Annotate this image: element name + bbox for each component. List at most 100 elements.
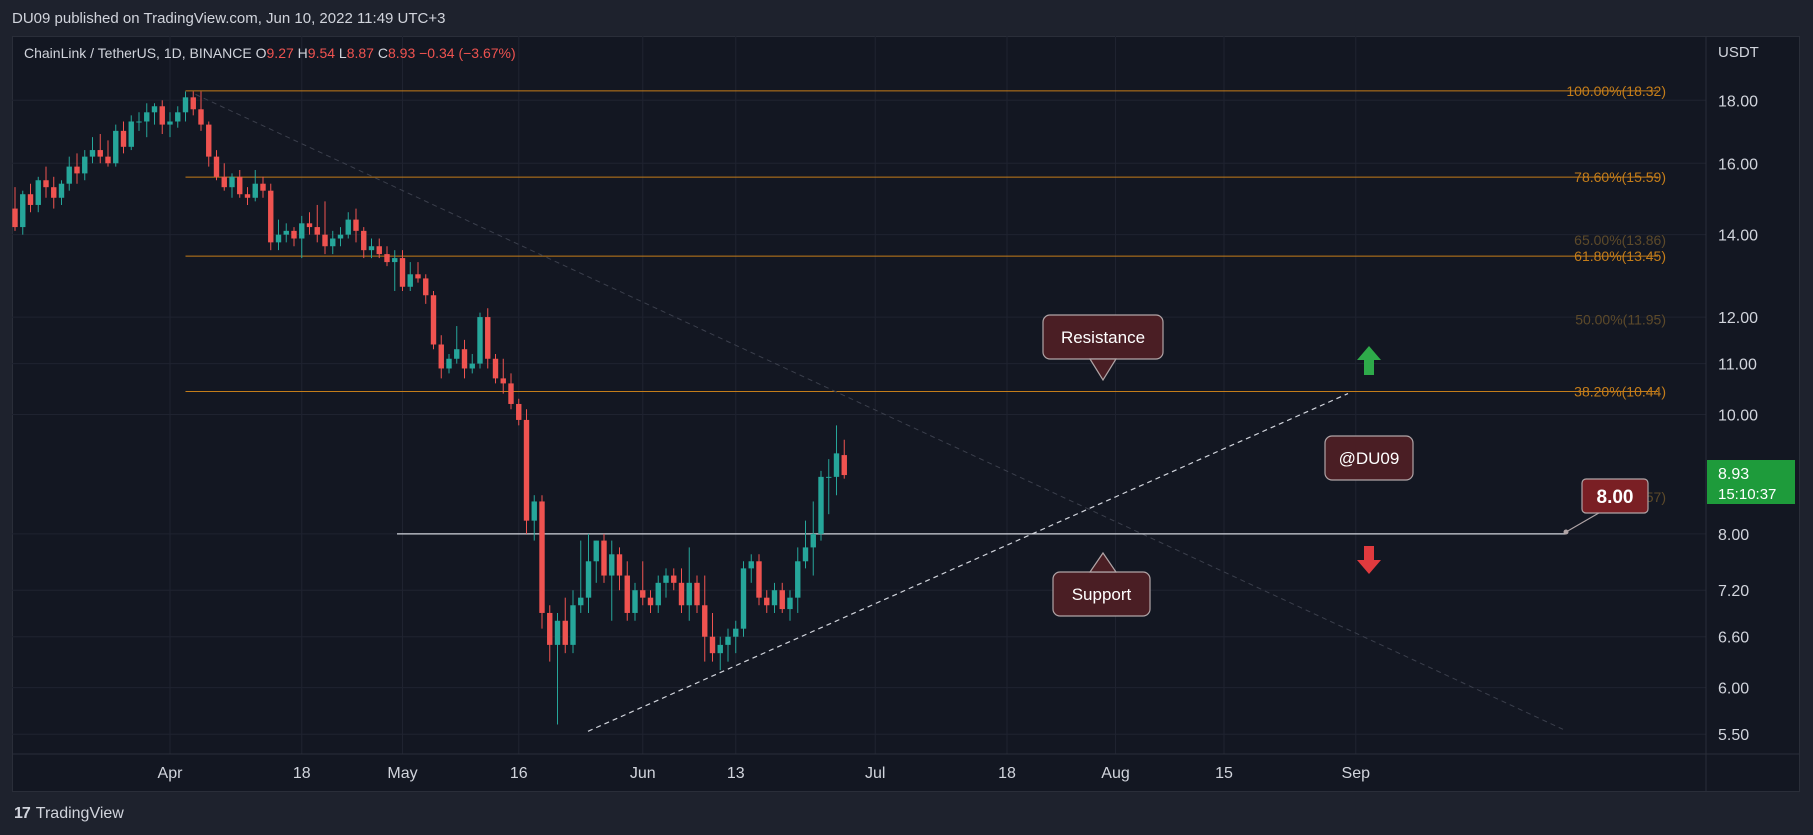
price-callout-anchor bbox=[1563, 529, 1569, 535]
candle-body bbox=[671, 575, 677, 583]
candle-body bbox=[337, 234, 344, 239]
candle-body bbox=[27, 194, 34, 205]
candle-body bbox=[562, 620, 568, 645]
legend-symbol: ChainLink / TetherUS, 1D, BINANCE bbox=[24, 45, 256, 61]
price-callout-box bbox=[1581, 478, 1649, 514]
candle-body bbox=[407, 274, 413, 287]
candle-body bbox=[438, 344, 444, 369]
candle-body bbox=[330, 238, 336, 247]
legend-low-label: L bbox=[339, 45, 347, 61]
candle-body bbox=[275, 234, 282, 243]
candle-body bbox=[485, 317, 491, 359]
arrow-down-icon bbox=[1357, 546, 1381, 574]
tradingview-brand: TradingView bbox=[35, 805, 124, 822]
y-tick-label: 18.00 bbox=[1718, 93, 1758, 110]
candle-body bbox=[128, 121, 134, 147]
legend-high-label: H bbox=[298, 45, 308, 61]
candle-body bbox=[35, 180, 41, 205]
candle-body bbox=[841, 455, 847, 476]
fib-level-label: 65.00%(13.86) bbox=[1574, 232, 1666, 248]
candle-body bbox=[601, 540, 607, 576]
candle-body bbox=[221, 176, 227, 188]
ascending-trendline bbox=[587, 393, 1349, 732]
x-tick-label: 18 bbox=[293, 765, 311, 782]
last-price-tag bbox=[1707, 460, 1795, 504]
y-tick-label: 11.00 bbox=[1718, 357, 1757, 374]
resistance-callout-pointer bbox=[1088, 358, 1118, 382]
candle-body bbox=[299, 223, 305, 239]
candle-body bbox=[709, 636, 716, 654]
candle-body bbox=[113, 130, 119, 164]
bottom-bar bbox=[0, 792, 1813, 835]
chart-panel[interactable] bbox=[12, 36, 1800, 792]
y-tick-label: 6.00 bbox=[1718, 681, 1749, 698]
candle-body bbox=[283, 230, 289, 235]
trend-line-faded bbox=[195, 93, 1564, 730]
y-axis-unit: USDT bbox=[1718, 44, 1759, 61]
y-tick-label: 5.50 bbox=[1718, 727, 1749, 744]
candle-body bbox=[260, 183, 266, 191]
candle-body bbox=[399, 258, 406, 287]
y-tick-label: 16.00 bbox=[1718, 156, 1758, 173]
candle-body bbox=[531, 501, 537, 521]
legend-low: 8.87 bbox=[347, 45, 378, 61]
price-callout-label: 8.00 bbox=[1597, 487, 1634, 508]
candle-body bbox=[717, 644, 723, 654]
candle-body bbox=[167, 121, 173, 125]
candle-body bbox=[51, 187, 57, 198]
candle-body bbox=[392, 258, 398, 263]
candle-body bbox=[609, 554, 615, 576]
candle-body bbox=[733, 628, 739, 637]
candle-body bbox=[306, 223, 313, 228]
x-tick-label: Jul bbox=[865, 765, 885, 782]
candle-body bbox=[477, 317, 483, 364]
legend-open: 9.27 bbox=[267, 45, 298, 61]
price-callout-leader bbox=[1565, 509, 1605, 533]
candle-body bbox=[97, 150, 103, 157]
candle-body bbox=[237, 176, 243, 195]
x-tick-label: Jun bbox=[630, 765, 656, 782]
support-callout-pointer bbox=[1088, 551, 1118, 573]
candle-body bbox=[20, 194, 26, 228]
candle-body bbox=[430, 295, 437, 345]
legend-open-label: O bbox=[256, 45, 267, 61]
support-callout-label: Support bbox=[1072, 585, 1132, 604]
y-tick-label: 14.00 bbox=[1718, 228, 1758, 245]
candle-body bbox=[547, 612, 553, 645]
legend-close: 8.93 bbox=[388, 45, 419, 61]
candle-body bbox=[43, 180, 49, 188]
candle-body bbox=[353, 219, 359, 231]
candle-body bbox=[647, 597, 654, 606]
candle-body bbox=[702, 605, 708, 637]
legend-close-label: C bbox=[378, 45, 388, 61]
candle-body bbox=[616, 554, 623, 576]
candle-body bbox=[291, 230, 297, 239]
candle-body bbox=[213, 156, 220, 177]
candle-body bbox=[345, 219, 351, 235]
candle-body bbox=[461, 349, 468, 369]
candle-body bbox=[725, 636, 731, 645]
x-tick-label: May bbox=[387, 765, 417, 782]
candle-body bbox=[694, 582, 700, 606]
candle-body bbox=[663, 575, 669, 583]
candle-body bbox=[740, 568, 747, 629]
candle-body bbox=[686, 582, 692, 606]
resistance-callout-label: Resistance bbox=[1061, 328, 1145, 347]
candle-body bbox=[151, 106, 158, 113]
candle-body bbox=[244, 194, 251, 198]
candle-body bbox=[500, 378, 506, 384]
candle-body bbox=[632, 590, 638, 613]
candle-body bbox=[58, 183, 65, 198]
candle-body bbox=[756, 561, 762, 598]
candle-body bbox=[182, 97, 189, 113]
x-tick-label: Aug bbox=[1101, 765, 1129, 782]
candle-body bbox=[144, 112, 150, 122]
fib-level-label: 100.00%(18.32) bbox=[1566, 83, 1666, 99]
candle-body bbox=[314, 227, 320, 235]
candle-body bbox=[764, 597, 770, 606]
y-tick-label: 7.20 bbox=[1718, 583, 1749, 600]
tradingview-logo[interactable]: 17 TradingView bbox=[14, 805, 124, 823]
candle-body bbox=[640, 590, 646, 598]
watermark-callout-label: @DU09 bbox=[1339, 449, 1400, 468]
